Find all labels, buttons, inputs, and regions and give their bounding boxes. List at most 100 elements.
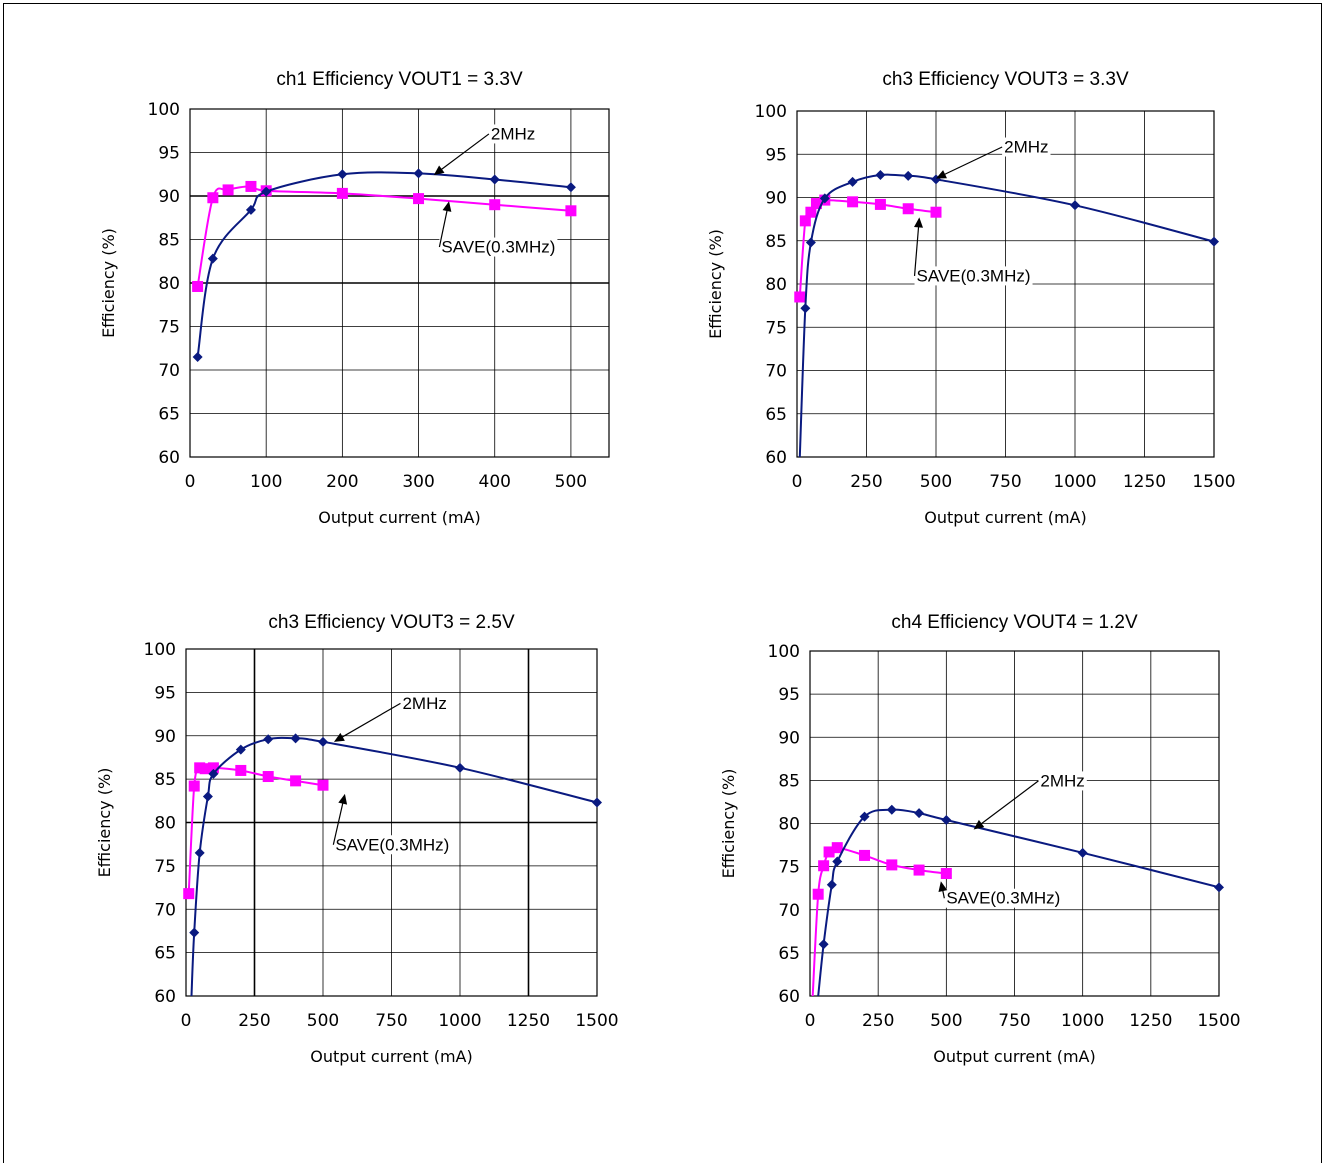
series-save bbox=[794, 194, 942, 303]
data-point bbox=[800, 303, 811, 314]
x-tick-label: 750 bbox=[375, 1011, 407, 1031]
x-axis-label: Output current (mA) bbox=[318, 508, 480, 527]
data-point bbox=[199, 763, 211, 775]
data-point bbox=[859, 849, 871, 861]
annotation: 2MHz bbox=[936, 137, 1051, 179]
x-tick-label: 1250 bbox=[1129, 1011, 1172, 1031]
y-tick-label: 95 bbox=[765, 145, 787, 165]
annotation: 2MHz bbox=[333, 693, 449, 742]
y-tick-label: 75 bbox=[765, 318, 787, 338]
arrow-head bbox=[338, 793, 348, 805]
data-point bbox=[886, 859, 898, 871]
data-point bbox=[940, 868, 952, 880]
y-tick-label: 70 bbox=[765, 362, 787, 382]
data-point bbox=[592, 797, 602, 808]
x-axis-label: Output current (mA) bbox=[933, 1047, 1095, 1066]
y-tick-label: 60 bbox=[158, 448, 180, 468]
data-point bbox=[336, 187, 348, 199]
annotation-bg bbox=[488, 124, 538, 144]
series-line bbox=[196, 185, 571, 287]
series-2mhz bbox=[798, 170, 1219, 457]
data-point bbox=[263, 734, 274, 745]
x-tick-label: 500 bbox=[307, 1011, 339, 1031]
arrow-head bbox=[938, 881, 948, 892]
annotation-bg bbox=[1038, 771, 1087, 791]
data-point bbox=[262, 771, 274, 783]
series-line bbox=[798, 173, 1214, 457]
arrow-head bbox=[333, 732, 345, 742]
y-tick-label: 80 bbox=[765, 275, 787, 295]
x-tick-label: 0 bbox=[805, 1011, 816, 1031]
data-point bbox=[261, 186, 272, 197]
data-point bbox=[818, 939, 829, 950]
y-axis-label: Efficiency (%) bbox=[99, 228, 118, 338]
x-axis-label: Output current (mA) bbox=[310, 1047, 472, 1066]
arrow-head bbox=[936, 170, 947, 179]
data-point bbox=[290, 775, 302, 787]
series-2mhz bbox=[192, 168, 576, 362]
data-point bbox=[913, 864, 925, 876]
y-tick-label: 80 bbox=[158, 274, 180, 294]
annotation-label: 2MHz bbox=[402, 694, 446, 713]
chart-title: ch1 Efficiency VOUT1 = 3.3V bbox=[276, 69, 523, 90]
x-tick-label: 0 bbox=[792, 472, 803, 492]
x-tick-label: 100 bbox=[250, 472, 282, 492]
chart-title: ch4 Efficiency VOUT4 = 1.2V bbox=[891, 612, 1138, 633]
x-tick-label: 750 bbox=[998, 1011, 1030, 1031]
data-point bbox=[810, 198, 822, 210]
x-tick-label: 400 bbox=[479, 472, 511, 492]
series-2mhz bbox=[189, 733, 602, 996]
y-tick-label: 60 bbox=[154, 987, 176, 1007]
figure-frame bbox=[3, 3, 1322, 1163]
data-point bbox=[489, 199, 501, 211]
x-tick-label: 500 bbox=[920, 472, 952, 492]
data-point bbox=[235, 744, 246, 755]
y-axis-label: Efficiency (%) bbox=[706, 229, 725, 339]
data-point bbox=[819, 193, 830, 204]
y-tick-label: 95 bbox=[154, 683, 176, 703]
data-point bbox=[812, 888, 824, 900]
annotation-label: 2MHz bbox=[491, 124, 535, 143]
annotation-arrow bbox=[939, 146, 1003, 178]
annotation-bg bbox=[400, 693, 449, 713]
y-tick-label: 95 bbox=[778, 685, 800, 705]
x-tick-label: 1250 bbox=[1123, 472, 1166, 492]
data-point bbox=[847, 176, 858, 187]
data-point bbox=[455, 762, 465, 773]
y-tick-label: 90 bbox=[158, 187, 180, 207]
annotation: SAVE(0.3MHz) bbox=[438, 201, 558, 257]
data-point bbox=[207, 762, 219, 774]
data-point bbox=[413, 193, 425, 205]
y-tick-label: 85 bbox=[158, 231, 180, 251]
data-point bbox=[565, 205, 577, 217]
data-point bbox=[941, 815, 952, 826]
data-point bbox=[1214, 882, 1224, 893]
series-2mhz bbox=[817, 804, 1224, 996]
arrow-head bbox=[442, 201, 452, 212]
annotation: 2MHz bbox=[973, 771, 1087, 830]
annotation-arrow bbox=[332, 797, 345, 845]
series-line bbox=[190, 736, 597, 996]
annotation-label: SAVE(0.3MHz) bbox=[441, 238, 555, 257]
annotation-bg bbox=[439, 237, 558, 257]
chart-4: ch4 Efficiency VOUT4 = 1.2V 60 65 70 75 80 85 9… bbox=[719, 612, 1241, 1066]
y-tick-label: 90 bbox=[765, 189, 787, 209]
annotation-arrow bbox=[438, 205, 449, 248]
data-point bbox=[914, 808, 925, 819]
data-point bbox=[565, 182, 576, 193]
annotation: 2MHz bbox=[433, 124, 538, 176]
y-tick-label: 70 bbox=[778, 901, 800, 921]
data-point bbox=[235, 764, 247, 776]
chart-title: ch3 Efficiency VOUT3 = 2.5V bbox=[268, 612, 515, 633]
data-point bbox=[818, 860, 830, 872]
annotation-label: SAVE(0.3MHz) bbox=[335, 835, 449, 854]
data-point bbox=[183, 888, 195, 900]
series-line bbox=[196, 171, 572, 358]
data-point bbox=[207, 192, 219, 204]
y-tick-label: 65 bbox=[158, 405, 180, 425]
annotation: SAVE(0.3MHz) bbox=[913, 217, 1033, 286]
y-tick-label: 65 bbox=[778, 944, 800, 964]
y-tick-label: 100 bbox=[144, 640, 176, 660]
data-point bbox=[859, 811, 870, 822]
